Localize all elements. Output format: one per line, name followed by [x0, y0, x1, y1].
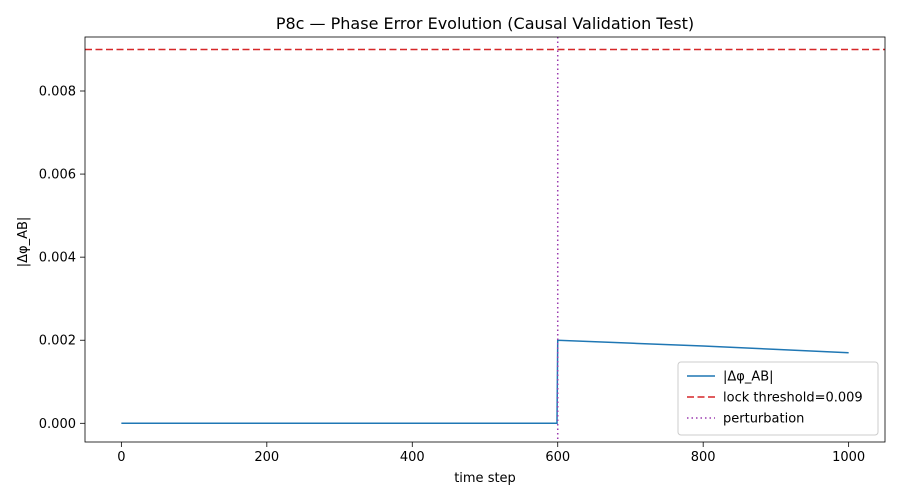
legend-box [677, 361, 879, 436]
chart-title: P8c — Phase Error Evolution (Causal Vali… [276, 14, 694, 33]
legend: |Δφ_AB|lock threshold=0.009 perturbation [677, 361, 879, 436]
legend-perturbation-label: perturbation [723, 412, 804, 427]
y-tick-label: 0.004 [39, 251, 76, 266]
x-axis-label: time step [454, 471, 516, 486]
x-tick-label: 200 [254, 450, 279, 465]
x-tick-label: 400 [400, 450, 425, 465]
plot-frame [84, 36, 886, 443]
x-tick-label: 800 [691, 450, 716, 465]
series-line-0 [121, 339, 849, 425]
legend-threshold-label: lock threshold=0.009 [723, 391, 863, 406]
y-tick-label: 0.002 [39, 334, 76, 349]
legend-series-label: |Δφ_AB| [723, 370, 774, 385]
x-tick-label: 1000 [832, 450, 865, 465]
y-tick-label: 0.000 [39, 417, 76, 432]
x-tick-label: 0 [117, 450, 125, 465]
y-tick-label: 0.006 [39, 168, 76, 183]
y-tick-label: 0.008 [39, 85, 76, 100]
y-axis-label: |Δφ_AB| [16, 217, 31, 268]
x-tick-label: 600 [545, 450, 570, 465]
plot-area [85, 37, 885, 442]
